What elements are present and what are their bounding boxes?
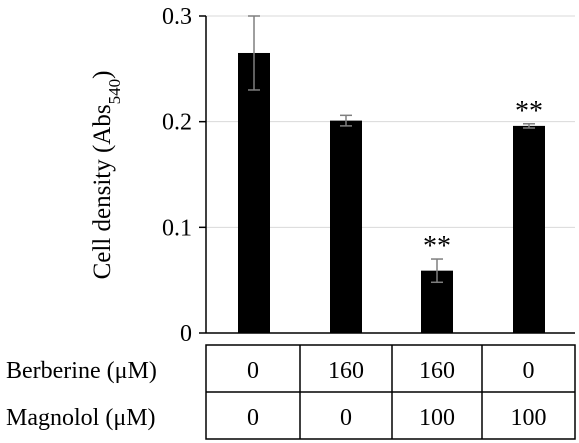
bar [513,125,545,333]
bar [238,52,270,333]
table-cell: 0 [247,358,259,384]
significance-label: ** [423,231,451,262]
y-axis-title-close: ) [89,71,116,79]
axis-layer: 0 0.1 0.2 0.3 [162,4,575,347]
significance-label: ** [515,96,543,127]
table-row-label: Berberine (μM) [6,358,157,384]
table-cell: 100 [511,405,547,431]
y-tick-label: 0 [180,321,192,347]
table-cell: 160 [328,358,364,384]
y-axis-title-main: Cell density (Abs [89,104,116,279]
table-cell: 100 [419,405,455,431]
table-cell: 0 [340,405,352,431]
y-tick-label: 0.1 [162,215,192,241]
bar-layer: ** ** [238,15,545,333]
table-cell: 0 [247,405,259,431]
bar [330,120,362,333]
y-tick-label: 0.2 [162,110,192,136]
table-cell: 0 [523,358,535,384]
y-tick-label: 0.3 [162,4,192,30]
treatment-table: Berberine (μM) 0 160 160 0 Magnolol (μM) 0 0 100… [6,344,576,440]
y-axis-title-subscript: 540 [105,79,124,105]
y-axis-title: Cell density (Abs540) [89,71,124,280]
table-cell: 160 [419,358,455,384]
table-row-label: Magnolol (μM) [6,405,156,431]
